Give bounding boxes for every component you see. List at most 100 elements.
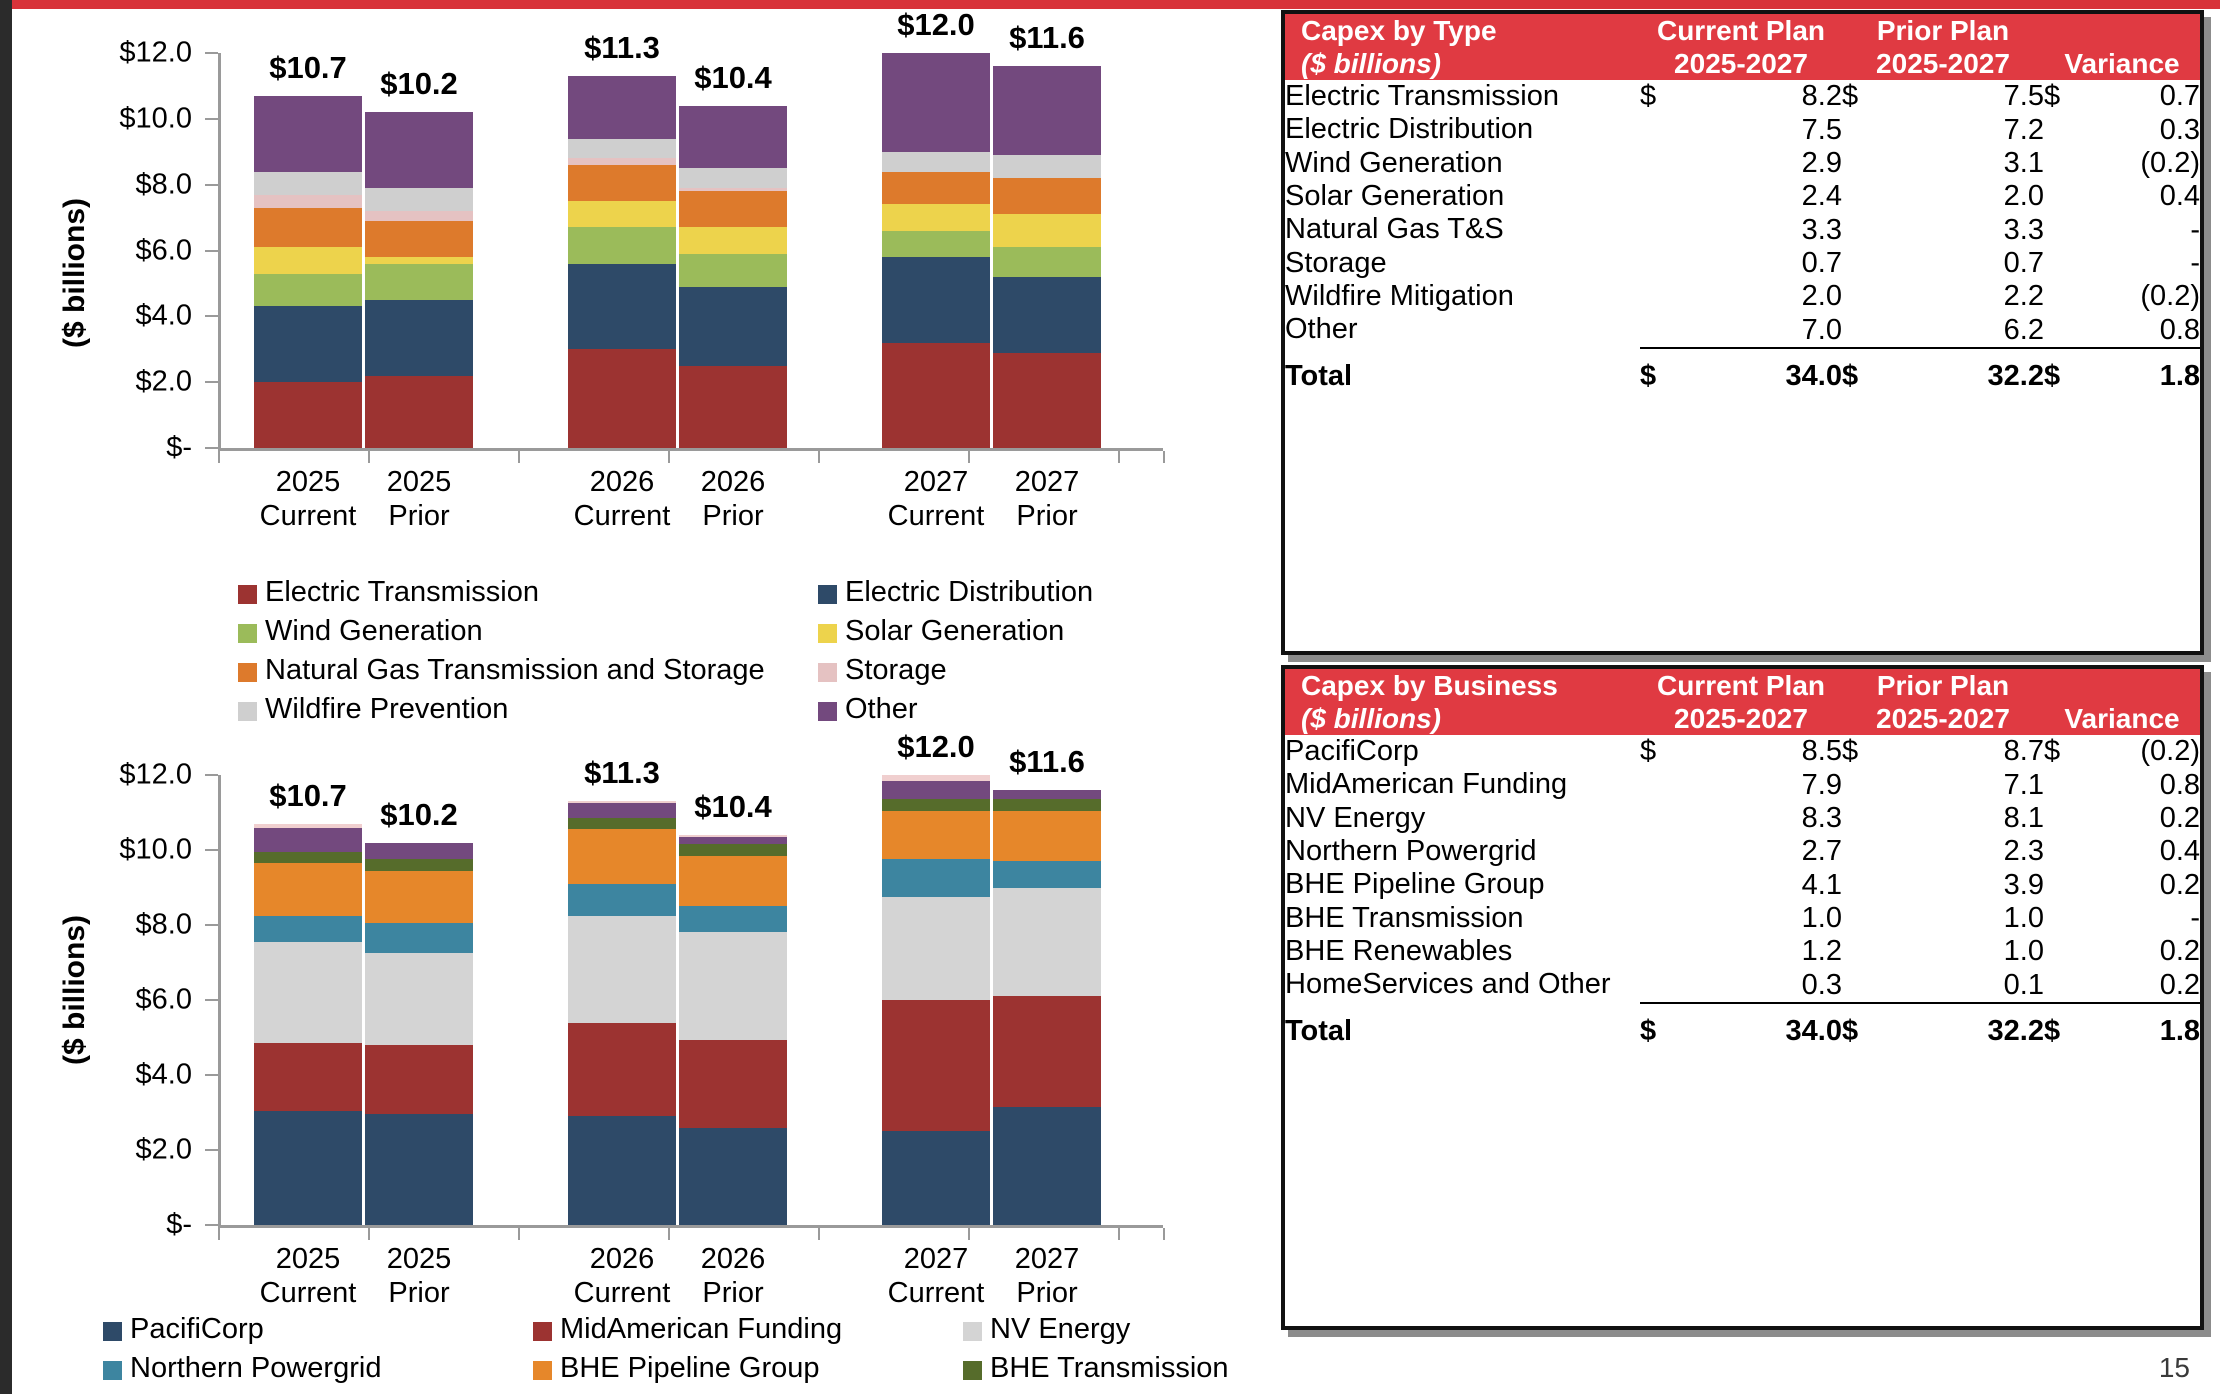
current-currency-symbol bbox=[1640, 968, 1702, 1001]
table-subtotal-rule bbox=[1285, 1002, 2201, 1005]
bar-segment bbox=[254, 823, 362, 828]
current-currency-symbol bbox=[1640, 868, 1702, 901]
variance-currency-symbol bbox=[2044, 147, 2104, 180]
variance-value: 0.7 bbox=[2159, 80, 2201, 113]
chart-bottom-legend: PacifiCorp MidAmerican Funding NV Energy No… bbox=[103, 1315, 1363, 1394]
bar-segment bbox=[365, 263, 473, 300]
capex-by-business-chart: ($ billions) $12.0 $10.0 $8.0 $6.0 $4.0 $2.0 $… bbox=[18, 715, 1268, 1394]
current-plan-value: 1.2 bbox=[1801, 935, 1842, 968]
variance-currency-symbol bbox=[2044, 280, 2104, 313]
x-cat-line1: 2027 bbox=[903, 1243, 969, 1275]
current-plan-value: 2.7 bbox=[1801, 835, 1842, 868]
x-cat-line2: Current bbox=[259, 1276, 357, 1309]
prior-plan-value: 2.2 bbox=[2003, 280, 2044, 313]
current-plan-value: 0.7 bbox=[1801, 246, 1842, 279]
legend-item: Wind Generation bbox=[238, 617, 808, 646]
bar-segment bbox=[882, 257, 990, 343]
x-cat-line1: 2025 bbox=[386, 1243, 452, 1275]
bar-segment bbox=[993, 214, 1101, 248]
bar-segment bbox=[882, 775, 990, 781]
table-type-header-row: Capex by Type ($ billions) Current Plan … bbox=[1285, 14, 2201, 81]
y-axis-tick-label: $4.0 bbox=[135, 299, 192, 332]
prior-currency-symbol bbox=[1842, 280, 1904, 313]
bar-segment bbox=[882, 799, 990, 811]
x-axis-line bbox=[218, 448, 1163, 451]
stacked-bar bbox=[679, 835, 787, 1225]
x-cat-line2: Current bbox=[887, 499, 985, 532]
x-axis-category-label: 2025 Current bbox=[260, 466, 357, 534]
variance-value: - bbox=[2190, 901, 2201, 934]
total-variance-currency-symbol: $ bbox=[2044, 1014, 2061, 1047]
x-cat-line1: 2026 bbox=[589, 466, 655, 498]
bar-segment bbox=[882, 171, 990, 205]
table-business-col-variance: Variance bbox=[2044, 669, 2200, 735]
table-row: Storage 0.7 0.7 - bbox=[1285, 247, 2200, 280]
y-axis-tick-label: $2.0 bbox=[135, 365, 192, 398]
x-axis-category-label: 2026 Prior bbox=[701, 466, 766, 534]
legend-color-swatch bbox=[238, 663, 257, 682]
bar-segment bbox=[568, 227, 676, 264]
current-plan-value: 2.9 bbox=[1801, 146, 1842, 179]
bar-segment bbox=[568, 915, 676, 1023]
bar-segment bbox=[365, 299, 473, 376]
current-plan-value: 7.0 bbox=[1801, 313, 1842, 346]
x-axis-category-label: 2026 Current bbox=[574, 466, 671, 534]
bar-segment bbox=[568, 164, 676, 202]
col-variance-label: Variance bbox=[2064, 48, 2180, 80]
prior-plan-value: 3.9 bbox=[2003, 868, 2044, 901]
y-axis-tick-mark bbox=[205, 52, 218, 54]
row-label: PacifiCorp bbox=[1285, 735, 1419, 768]
legend-item: BHE Transmission bbox=[963, 1354, 1363, 1383]
prior-currency-symbol bbox=[1842, 802, 1904, 835]
variance-currency-symbol bbox=[2044, 768, 2104, 801]
legend-item: Electric Distribution bbox=[818, 578, 1238, 607]
table-row: BHE Pipeline Group 4.1 3.9 0.2 bbox=[1285, 868, 2200, 901]
legend-label: HomeServices and Other bbox=[560, 1393, 886, 1394]
prior-plan-value: 1.0 bbox=[2003, 901, 2044, 934]
x-cat-line2: Current bbox=[573, 1276, 671, 1309]
prior-currency-symbol bbox=[1842, 868, 1904, 901]
bar-segment bbox=[679, 1127, 787, 1225]
table-type-body: Electric Transmission $8.2 $7.5 $0.7 Electri… bbox=[1285, 80, 2201, 403]
legend-item: MidAmerican Funding bbox=[533, 1315, 953, 1344]
total-current-plan-value: 34.0 bbox=[1785, 1014, 1842, 1047]
bar-segment bbox=[679, 253, 787, 287]
x-cat-line2: Prior bbox=[702, 1276, 764, 1309]
legend-item: Natural Gas Transmission and Storage bbox=[238, 656, 808, 685]
x-axis-category-label: 2026 Prior bbox=[701, 1243, 766, 1311]
row-label: NV Energy bbox=[1285, 801, 1426, 834]
current-currency-symbol: $ bbox=[1640, 735, 1657, 768]
table-business-title: Capex by Business bbox=[1301, 670, 1558, 701]
legend-color-swatch bbox=[533, 1361, 552, 1380]
variance-value: - bbox=[2190, 246, 2201, 279]
table-row: HomeServices and Other 0.3 0.1 0.2 bbox=[1285, 968, 2200, 1001]
table-type-subtitle: ($ billions) bbox=[1301, 48, 1441, 80]
prior-plan-value: 1.0 bbox=[2003, 935, 2044, 968]
table-type-col-prior-plan: Prior Plan 2025-2027 bbox=[1842, 14, 2044, 80]
total-prior-currency-symbol: $ bbox=[1842, 359, 1859, 392]
legend-color-swatch bbox=[103, 1322, 122, 1341]
x-cat-line1: 2027 bbox=[903, 466, 969, 498]
bar-segment bbox=[365, 923, 473, 954]
table-row: BHE Transmission 1.0 1.0 - bbox=[1285, 902, 2200, 935]
x-axis-tick-mark bbox=[518, 451, 520, 463]
prior-plan-value: 7.2 bbox=[2003, 113, 2044, 146]
current-plan-value: 0.3 bbox=[1801, 968, 1842, 1001]
prior-currency-symbol: $ bbox=[1842, 80, 1859, 113]
bar-segment bbox=[882, 53, 990, 152]
bar-segment bbox=[254, 863, 362, 916]
table-row: MidAmerican Funding 7.9 7.1 0.8 bbox=[1285, 768, 2200, 801]
legend-label: Natural Gas Transmission and Storage bbox=[265, 654, 765, 686]
legend-label: Solar Generation bbox=[845, 615, 1065, 647]
y-axis-tick-label: $10.0 bbox=[119, 833, 192, 866]
capex-by-business-table: Capex by Business ($ billions) Current P… bbox=[1281, 665, 2204, 1330]
prior-currency-symbol bbox=[1842, 113, 1904, 146]
legend-color-swatch bbox=[238, 585, 257, 604]
prior-currency-symbol bbox=[1842, 902, 1904, 935]
biz-col-variance-label: Variance bbox=[2064, 703, 2180, 735]
bar-segment bbox=[568, 1022, 676, 1117]
y-axis-line bbox=[218, 53, 221, 451]
prior-currency-symbol bbox=[1842, 768, 1904, 801]
bar-segment bbox=[254, 1043, 362, 1111]
legend-label: BHE Transmission bbox=[990, 1352, 1229, 1384]
